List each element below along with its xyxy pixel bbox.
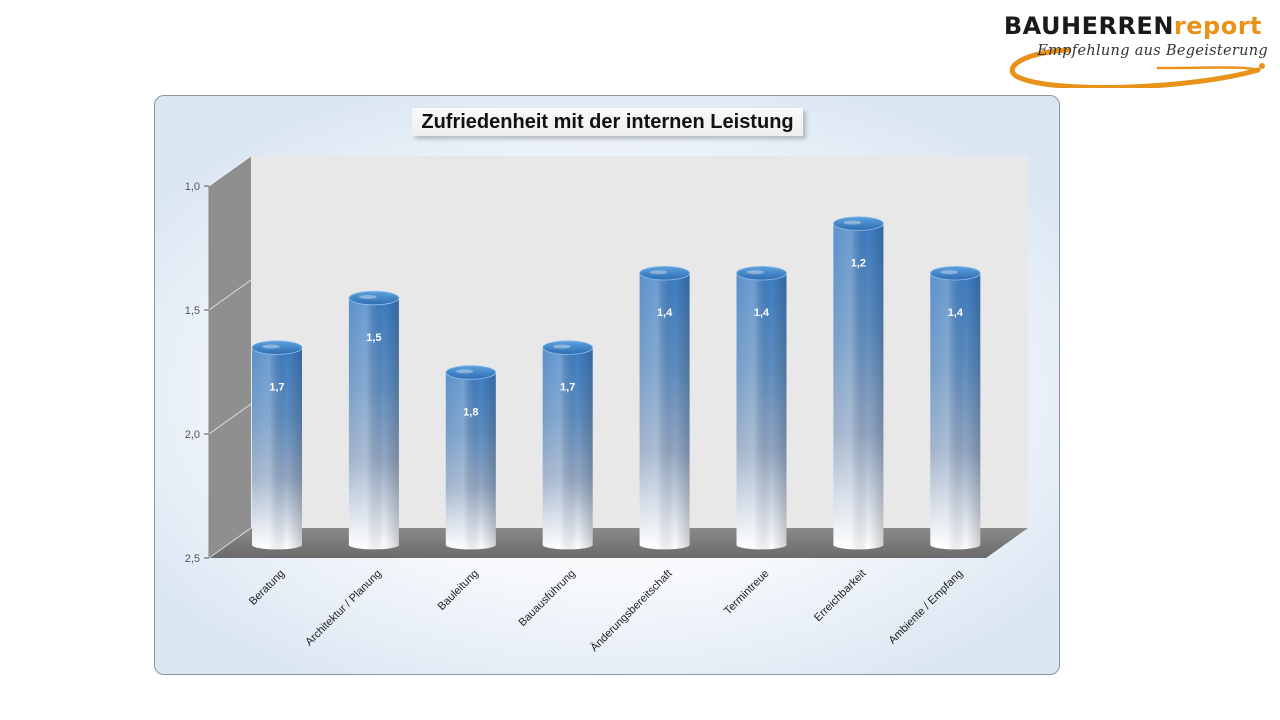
bar-value-label: 1,7 [560, 382, 575, 394]
x-tick-label: Architektur / Planung [303, 568, 384, 649]
bar-value-label: 1,2 [851, 258, 866, 270]
chart-side-wall [209, 156, 251, 558]
bar-cap-highlight [940, 270, 959, 275]
x-tick-label: Bauausführung [517, 568, 578, 629]
bar-cap-highlight [649, 270, 668, 275]
bar-value-label: 1,8 [463, 406, 478, 418]
x-tick-label: Erreichbarkeit [812, 568, 868, 624]
bar-cap-highlight [359, 295, 377, 299]
chart-floor [209, 528, 1028, 558]
logo-swoosh-icon [1009, 47, 1265, 88]
bar-value-label: 1,7 [269, 382, 284, 394]
chart-bar: 1,2 [833, 216, 884, 550]
bar-cap-highlight [456, 369, 474, 374]
x-tick-label: Änderungsbereitschaft [588, 568, 674, 654]
bar-shading [348, 298, 399, 550]
logo-slogan: Empfehlung aus Begeisterung [1037, 43, 1268, 59]
chart-bar: 1,4 [929, 266, 981, 550]
bar-cap [639, 266, 690, 281]
y-tick-label: 1,5 [185, 305, 200, 317]
bar-shading [252, 347, 302, 550]
bar-cap [251, 340, 303, 355]
bar-cap-highlight [843, 220, 862, 225]
bar-shading [736, 273, 787, 550]
bar-shading [542, 347, 593, 550]
chart-bar: 1,4 [639, 266, 690, 550]
bar-cap [833, 216, 884, 231]
y-gridline [208, 527, 252, 559]
bar-shading [833, 223, 884, 550]
x-tick-label: Termintreue [722, 568, 772, 618]
y-tick-label: 2,0 [185, 429, 200, 441]
chart-bar: 1,4 [736, 266, 787, 550]
logo-wordmark: BAUHERRENreport [1003, 12, 1262, 40]
y-tick-label: 1,0 [185, 181, 200, 193]
bar-cap [445, 365, 497, 380]
bar-shading [639, 273, 690, 550]
x-tick-label: Bauleitung [436, 568, 481, 613]
bar-shading [930, 273, 981, 550]
y-gridline [208, 155, 252, 187]
bar-value-label: 1,5 [366, 332, 381, 344]
bar-shading [445, 372, 496, 550]
bar-cap [542, 340, 594, 355]
y-gridline [208, 279, 252, 311]
y-gridline [208, 403, 252, 435]
chart-bar: 1,7 [542, 340, 594, 550]
chart-bar: 1,5 [348, 290, 400, 550]
bar-value-label: 1,4 [657, 307, 673, 319]
bar-value-label: 1,4 [948, 307, 964, 319]
chart-bar: 1,8 [445, 365, 497, 550]
bar-cap [736, 266, 787, 281]
bar-cap [348, 290, 400, 306]
x-tick-label: Beratung [247, 568, 287, 608]
chart-title: Zufriedenheit mit der internen Leistung [412, 108, 803, 136]
y-tick-label: 2,5 [185, 553, 200, 565]
bar-value-label: 1,4 [754, 307, 770, 319]
bar-cap [929, 266, 981, 281]
x-tick-label: Ambiente / Empfang [886, 568, 965, 647]
bar-cap-highlight [746, 270, 765, 275]
chart-bar: 1,7 [251, 340, 303, 550]
bar-cap-highlight [262, 344, 280, 349]
bar-cap-highlight [552, 344, 571, 349]
brand-logo: BAUHERRENreport Empfehlung aus Begeister… [1004, 8, 1274, 88]
